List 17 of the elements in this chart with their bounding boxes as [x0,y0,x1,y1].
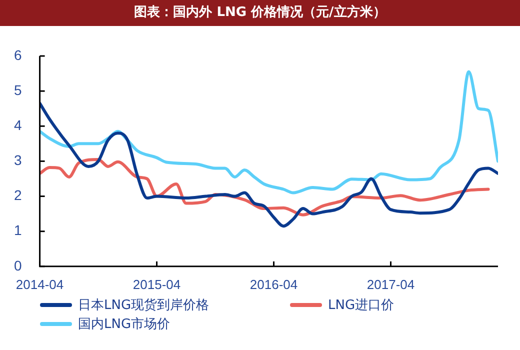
x-tick-label: 2015-04 [132,276,181,292]
y-tick-label: 2 [14,187,22,204]
legend-label: 日本LNG现货到岸价格 [78,297,210,314]
x-tick-label: 2016-04 [250,276,298,292]
x-tick-label: 2017-04 [366,276,415,292]
line-series [40,102,498,228]
y-tick-label: 5 [14,82,22,98]
chart-title: 图表：国内外 LNG 价格情况（元/立方米） [0,0,520,26]
y-tick-label: 3 [14,152,22,168]
y-tick-label: 1 [14,222,22,238]
y-tick-label: 4 [14,116,22,133]
y-tick-label: 0 [14,257,22,274]
x-tick-label: 2014-04 [16,276,64,292]
legend-label: 国内LNG市场价 [78,316,170,333]
line-series [40,70,498,194]
y-tick-label: 6 [14,46,22,63]
legend-label: LNG进口价 [328,297,394,314]
